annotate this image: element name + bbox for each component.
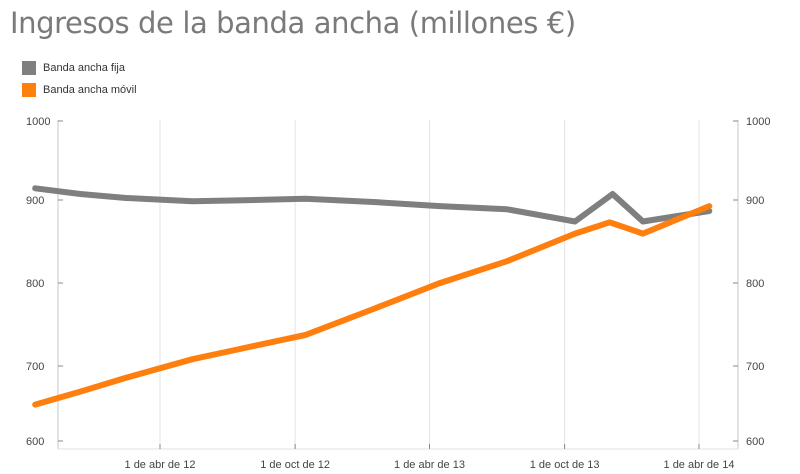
chart-title: Ingresos de la banda ancha (millones €) [10, 6, 576, 40]
legend-label-movil: Banda ancha móvil [43, 84, 137, 96]
x-tick-label: 1 de oct de 12 [260, 459, 330, 471]
series-line-movil [32, 203, 713, 408]
x-tick-label: 1 de abr de 12 [125, 459, 196, 471]
y-tick-label-left: 800 [26, 278, 44, 290]
y-tick-label-left: 600 [26, 436, 44, 448]
y-tick-label-right: 1000 [746, 116, 770, 128]
x-tick-label: 1 de abr de 13 [394, 459, 465, 471]
y-tick-label-left: 700 [26, 361, 44, 373]
x-tick-label: 1 de abr de 14 [664, 459, 735, 471]
y-tick-label-left: 1000 [26, 116, 50, 128]
y-tick-label-right: 800 [746, 278, 764, 290]
y-tick-label-left: 900 [26, 195, 44, 207]
y-tick-label-right: 900 [746, 195, 764, 207]
legend: Banda ancha fija Banda ancha móvil [22, 57, 137, 101]
legend-item-fija[interactable]: Banda ancha fija [22, 57, 137, 79]
legend-item-movil[interactable]: Banda ancha móvil [22, 79, 137, 101]
legend-swatch-movil [22, 83, 36, 97]
legend-label-fija: Banda ancha fija [43, 62, 125, 74]
series-line-fija [32, 185, 713, 225]
x-tick-label: 1 de oct de 13 [530, 459, 600, 471]
y-tick-label-right: 700 [746, 361, 764, 373]
legend-swatch-fija [22, 61, 36, 75]
y-tick-label-right: 600 [746, 436, 764, 448]
